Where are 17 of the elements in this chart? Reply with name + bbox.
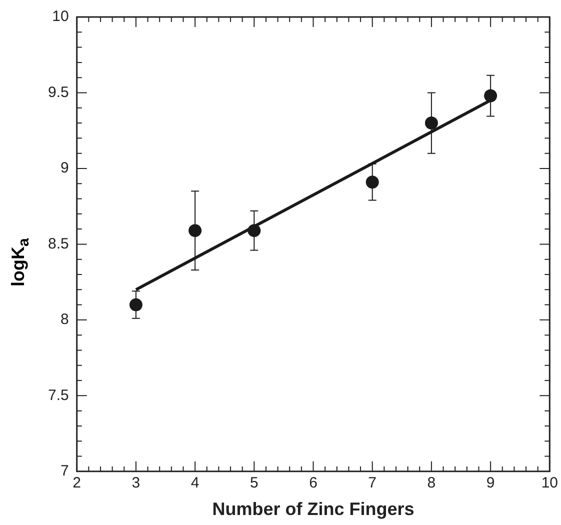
y-tick-label: 8: [60, 311, 69, 328]
y-tick-label: 8.5: [48, 235, 69, 252]
x-tick-label: 4: [190, 474, 200, 492]
y-tick-label: 7: [60, 462, 69, 480]
x-tick-label: 8: [427, 474, 436, 492]
x-tick-label: 2: [72, 474, 82, 492]
y-tick-label: 10: [52, 8, 69, 26]
y-tick-label: 7.5: [48, 386, 69, 404]
y-tick-label: 9.5: [48, 84, 69, 101]
x-tick-label: 5: [250, 474, 258, 492]
x-tick-label: 10: [541, 474, 558, 492]
x-tick-label: 3: [132, 474, 140, 492]
x-axis-title: Number of Zinc Fingers: [212, 499, 414, 520]
y-tick-label: 9: [60, 160, 69, 177]
x-tick-label: 9: [486, 474, 495, 492]
x-tick-label: 7: [368, 474, 377, 492]
x-tick-label: 6: [309, 474, 318, 492]
